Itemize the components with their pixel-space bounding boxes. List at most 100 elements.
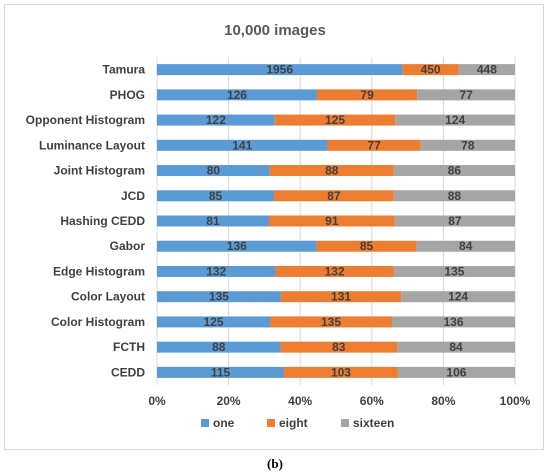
category-label: Opponent Histogram [26, 113, 145, 127]
x-tick-labels: 0% 20% 40% 60% 80% 100% [148, 394, 530, 408]
x-tick-label: 100% [500, 394, 531, 408]
bar-eight [270, 316, 393, 328]
data-label: 84 [449, 340, 463, 354]
data-label: 135 [209, 290, 229, 304]
data-label: 126 [227, 88, 247, 102]
category-label: Joint Histogram [54, 164, 145, 178]
bar-one [157, 341, 281, 353]
bar-sixteen [458, 64, 515, 76]
legend-label-eight: eight [279, 416, 308, 430]
x-tick-label: 80% [431, 394, 455, 408]
data-label: 83 [332, 340, 346, 354]
bar-eight [274, 190, 394, 202]
category-label: Edge Histogram [53, 264, 145, 278]
data-label: 84 [459, 239, 473, 253]
data-label: 136 [444, 315, 464, 329]
bar-one [157, 190, 275, 202]
category-label: Tamura [103, 63, 146, 77]
bar-sixteen [401, 291, 515, 303]
bar-eight [280, 341, 398, 353]
bar-one [157, 366, 285, 378]
data-label: 135 [444, 264, 464, 278]
x-tick-label: 60% [360, 394, 384, 408]
data-label: 77 [459, 88, 473, 102]
data-label: 88 [325, 164, 339, 178]
category-label: CEDD [111, 365, 145, 379]
data-label: 132 [206, 264, 226, 278]
bar-eight [284, 366, 398, 378]
category-label: JCD [121, 189, 145, 203]
data-label: 450 [421, 63, 441, 77]
bar-sixteen [397, 341, 515, 353]
data-label: 86 [448, 164, 462, 178]
bar-sixteen [392, 316, 515, 328]
bar-one [157, 240, 317, 252]
data-label: 87 [448, 214, 462, 228]
bar-sixteen [397, 366, 515, 378]
bar-eight [274, 114, 396, 126]
data-label: 125 [325, 113, 345, 127]
data-label: 135 [321, 315, 341, 329]
bar-one [157, 265, 276, 277]
chart-title: 10,000 images [224, 22, 326, 39]
data-label: 1956 [266, 63, 293, 77]
data-label: 136 [227, 239, 247, 253]
category-label: Hashing CEDD [60, 214, 145, 228]
data-label: 81 [206, 214, 220, 228]
data-label: 88 [212, 340, 226, 354]
data-label: 122 [206, 113, 226, 127]
data-label: 141 [232, 138, 252, 152]
x-tick-label: 20% [217, 394, 241, 408]
x-tick-label: 0% [148, 394, 166, 408]
data-label: 78 [461, 138, 475, 152]
data-label: 91 [325, 214, 339, 228]
data-label: 131 [331, 290, 351, 304]
bar-sixteen [393, 190, 515, 202]
bar-eight [268, 215, 395, 227]
chart-frame: 10,000 images 1956 450 448 126 79 77 122 125 124… [4, 4, 544, 450]
bar-one [157, 165, 270, 177]
category-labels: Tamura PHOG Opponent Histogram Luminance La… [26, 63, 146, 380]
bar-one [157, 215, 269, 227]
bar-one [157, 89, 317, 101]
legend-swatch-one [201, 419, 209, 427]
legend-label-sixteen: sixteen [353, 416, 394, 430]
data-label: 85 [360, 239, 374, 253]
bar-group: 1956 450 448 126 79 77 122 125 124 141 77 78 80 88 86 8… [157, 63, 515, 379]
category-label: PHOG [110, 88, 145, 102]
legend-swatch-sixteen [341, 419, 349, 427]
data-label: 80 [207, 164, 221, 178]
bar-eight [316, 89, 418, 101]
category-label: Luminance Layout [39, 138, 145, 152]
bar-one [157, 64, 403, 76]
data-label: 85 [209, 189, 223, 203]
bar-sixteen [417, 89, 515, 101]
data-label: 106 [446, 365, 466, 379]
data-label: 115 [211, 365, 231, 379]
bar-sixteen [395, 114, 515, 126]
data-label: 132 [325, 264, 345, 278]
bar-eight [316, 240, 417, 252]
data-label: 88 [448, 189, 462, 203]
category-label: Color Layout [71, 290, 145, 304]
data-label: 103 [331, 365, 351, 379]
x-tick-label: 40% [288, 394, 312, 408]
bar-eight [402, 64, 459, 76]
data-label: 448 [477, 63, 497, 77]
bar-sixteen [393, 265, 515, 277]
bar-sixteen [393, 165, 515, 177]
data-label: 79 [360, 88, 374, 102]
bar-one [157, 291, 281, 303]
data-label: 125 [203, 315, 223, 329]
data-label: 124 [448, 290, 468, 304]
bar-eight [269, 165, 394, 177]
data-label: 87 [327, 189, 341, 203]
bar-one [157, 316, 271, 328]
category-label: Color Histogram [51, 315, 145, 329]
bar-sixteen [420, 139, 515, 151]
legend-label-one: one [213, 416, 235, 430]
bar-sixteen [394, 215, 515, 227]
data-label: 77 [367, 138, 381, 152]
bar-eight [327, 139, 421, 151]
bar-one [157, 114, 275, 126]
